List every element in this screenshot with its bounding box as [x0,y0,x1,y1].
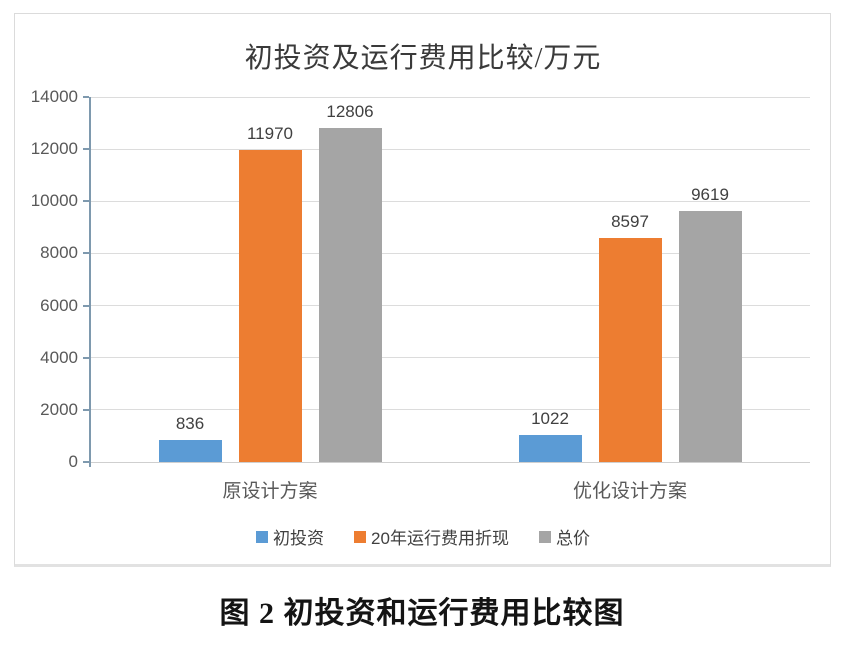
bar-value-label: 12806 [326,102,374,122]
legend-item-初投资: 初投资 [256,524,324,549]
y-tick-label: 6000 [40,295,78,315]
y-tick-label: 14000 [30,87,78,106]
y-axis-line [89,97,91,467]
legend-item-20年运行费用折现: 20年运行费用折现 [354,524,509,549]
gridline [90,357,810,359]
bar-初投资 [518,435,582,462]
gridline [90,148,810,150]
y-axis-tick [83,96,89,98]
figure-caption: 图 2 初投资和运行费用比较图 [219,597,625,630]
legend-swatch [256,530,269,543]
bar-value-label: 9619 [691,185,729,205]
gridline [90,305,810,307]
y-axis-tick [83,356,89,359]
x-category-label: 原设计方案 [222,481,318,502]
chart-title: 初投资及运行费用比较/万元 [244,43,602,74]
y-axis-tick [83,304,89,307]
y-axis-tick [83,200,89,203]
y-axis-tick [83,461,89,463]
legend-item-总价: 总价 [538,524,590,549]
bar-初投资 [158,440,222,462]
gridline [90,200,810,202]
bar-value-label: 8597 [611,211,649,231]
bar-value-label: 11970 [246,123,293,143]
y-tick-label: 10000 [30,191,78,211]
y-tick-label: 2000 [40,399,78,419]
gridline [90,96,810,98]
bar-20年运行费用折现 [238,149,302,462]
bar-value-label: 1022 [531,409,569,429]
bar-总价 [318,128,382,462]
gridline [90,409,810,411]
gridline [90,252,810,254]
x-axis-line [90,462,810,463]
bar-value-label: 836 [175,414,205,434]
y-tick-label: 4000 [40,347,78,367]
legend-swatch [538,530,551,543]
y-tick-label: 0 [68,452,78,471]
legend-label: 初投资 [273,529,325,548]
bar-20年运行费用折现 [598,237,662,462]
legend-label: 20年运行费用折现 [371,529,509,548]
chart-legend: 初投资 20年运行费用折现 总价 [14,524,832,549]
y-tick-label: 8000 [40,243,78,263]
bar-总价 [678,211,742,462]
y-tick-label: 12000 [30,139,78,159]
x-category-label: 优化设计方案 [572,481,687,502]
y-axis-tick [83,148,89,151]
y-axis-tick [83,252,89,255]
legend-label: 总价 [555,529,590,548]
legend-swatch [354,530,367,543]
y-axis-tick [83,408,89,411]
